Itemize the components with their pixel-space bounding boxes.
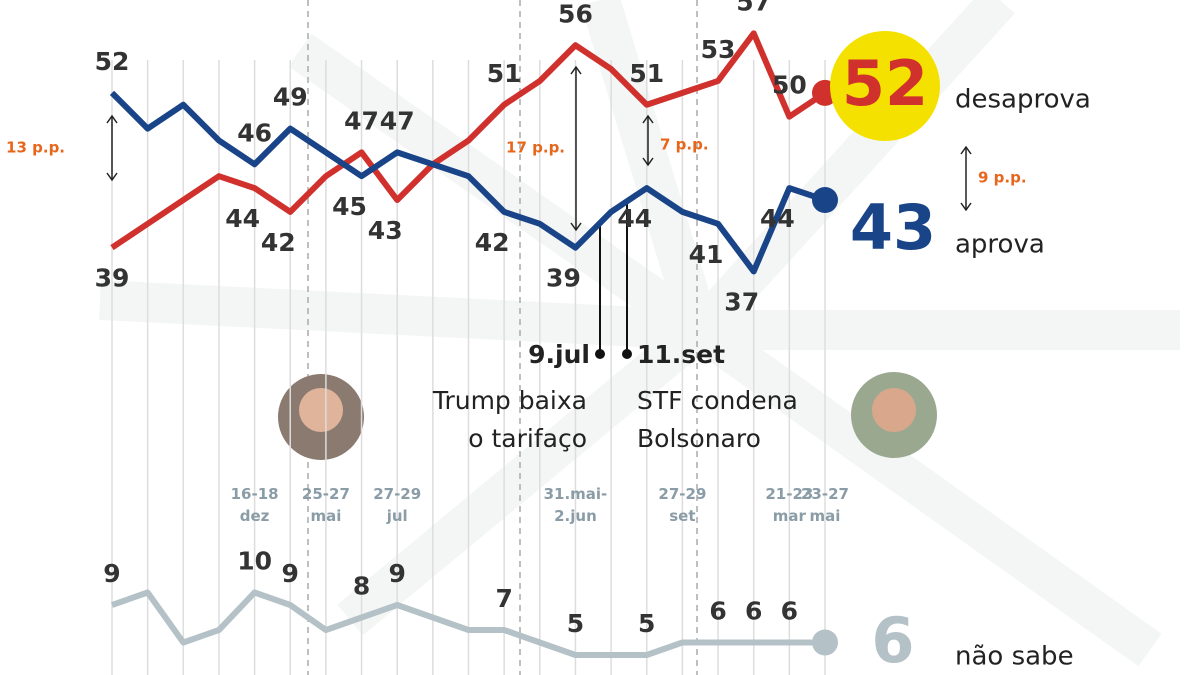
end-value-label: 43 (850, 191, 936, 264)
value-label: 7 (495, 584, 512, 613)
event-text: STF condena (637, 386, 798, 415)
value-label: 47 (344, 106, 379, 135)
series-line (110, 30, 827, 251)
value-label: 44 (225, 204, 260, 233)
series-name: desaprova (955, 85, 1091, 115)
date-label: 16-18 dez (231, 485, 279, 525)
value-label: 42 (475, 228, 510, 257)
end-value-label: 6 (871, 604, 914, 675)
date-label-line: mai (310, 507, 341, 525)
event-date: 11.set (637, 340, 725, 369)
series-name: aprova (955, 230, 1045, 260)
value-label: 5 (567, 609, 584, 638)
date-label-line: 25-27 (302, 485, 350, 503)
end-dot (812, 187, 838, 213)
value-label: 6 (781, 597, 798, 626)
date-label-line: 2.jun (554, 507, 597, 525)
event-dot (622, 349, 632, 359)
value-label: 51 (629, 59, 664, 88)
date-label-line: 21-23 (765, 485, 813, 503)
date-label-line: set (669, 507, 695, 525)
date-label-line: dez (240, 507, 270, 525)
event-date: 9.jul (528, 340, 590, 369)
value-label: 9 (103, 559, 120, 588)
date-label-line: mai (810, 507, 841, 525)
value-label: 41 (689, 240, 724, 269)
date-label-line: jul (386, 507, 408, 525)
date-label: 21-23 mar (765, 485, 813, 525)
date-label: 25-27 mai (302, 485, 350, 525)
value-label: 8 (353, 572, 370, 601)
value-label: 45 (332, 192, 367, 221)
value-label: 5 (638, 609, 655, 638)
event-text: Trump baixa (432, 386, 587, 415)
value-label: 51 (487, 59, 522, 88)
end-value-label: 52 (842, 47, 928, 120)
gap-label: 13 p.p. (6, 139, 65, 157)
date-label: 27-29 set (658, 485, 706, 525)
date-label-line: 27-29 (658, 485, 706, 503)
value-label: 6 (709, 597, 726, 626)
end-dot (812, 629, 838, 656)
value-label: 52 (95, 47, 130, 76)
gap-label: 7 p.p. (660, 136, 709, 154)
date-label-line: 23-27 (801, 485, 849, 503)
series-line (111, 589, 825, 658)
arrow-head (570, 65, 582, 232)
value-label: 39 (95, 264, 130, 293)
date-label: 31.mai- 2.jun (544, 485, 608, 525)
date-label-line: 16-18 (231, 485, 279, 503)
value-label: 46 (237, 118, 272, 147)
date-label-line: 27-29 (373, 485, 421, 503)
value-label: 10 (237, 547, 272, 576)
highlight-circle (830, 31, 940, 141)
value-label: 44 (760, 204, 795, 233)
value-label: 43 (368, 216, 403, 245)
value-label: 44 (617, 204, 652, 233)
date-label: 23-27 mai (801, 485, 849, 525)
value-label: 53 (701, 35, 736, 64)
series-name: não sabe (955, 642, 1074, 672)
date-label: 27-29 jul (373, 485, 421, 525)
event-text: Bolsonaro (637, 424, 761, 453)
value-label: 42 (261, 228, 296, 257)
event-dot (595, 349, 605, 359)
value-label: 39 (546, 264, 581, 293)
value-label: 49 (273, 83, 308, 112)
value-label: 6 (745, 597, 762, 626)
gap-label: 9 p.p. (978, 169, 1027, 187)
value-label: 57 (736, 0, 771, 16)
value-label: 37 (724, 287, 759, 316)
date-label-line: mar (773, 507, 807, 525)
event-text: o tarifaço (468, 424, 587, 453)
gap-label: 17 p.p. (506, 139, 565, 157)
value-label: 47 (380, 106, 415, 135)
value-label: 9 (282, 559, 299, 588)
arrow-head (106, 114, 118, 182)
arrow-head (642, 114, 654, 167)
arrow-head (960, 145, 972, 212)
series-line (109, 90, 826, 275)
dashed-dividers (307, 0, 698, 675)
photos (278, 372, 937, 460)
date-label-line: 31.mai- (544, 485, 608, 503)
value-label: 50 (772, 71, 807, 100)
value-label: 9 (388, 559, 405, 588)
value-label: 56 (558, 0, 593, 28)
